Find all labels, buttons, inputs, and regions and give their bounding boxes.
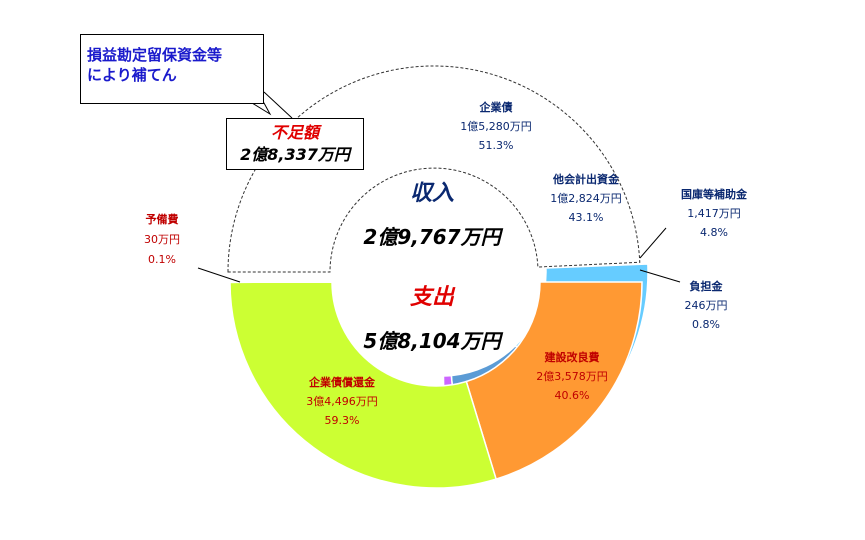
slice-amount-corporate-bond: 1億5,280万円 [460,120,532,133]
slice-percent-burden: 0.8% [692,318,720,331]
income-center-value: 2億9,767万円 [363,225,503,249]
leader-line-reserve [197,267,241,283]
income-center-label: 収入 [410,181,454,206]
slice-percent-reserve: 0.1% [148,253,176,266]
leader-line-callout [263,91,293,119]
callout-line-2: により補てん [87,66,177,84]
leader-line-burden [639,269,681,283]
slice-label-other-account: 他会計出資金 [552,172,620,186]
income-slice-shortage [227,65,641,273]
expense-slice-bond-repayment [229,281,498,489]
slice-amount-reserve: 30万円 [144,233,180,246]
slice-percent-construction: 40.6% [555,389,590,402]
callout-box: 損益勘定留保資金等 により補てん [80,34,264,104]
slice-amount-other-account: 1億2,824万円 [550,192,622,205]
slice-amount-national-subsidy: 1,417万円 [687,207,741,220]
slice-percent-bond-repayment: 59.3% [325,414,360,427]
slice-label-national-subsidy: 国庫等補助金 [681,187,748,201]
slice-percent-national-subsidy: 4.8% [700,226,728,239]
slice-percent-other-account: 43.1% [569,211,604,224]
slice-label-corporate-bond: 企業債 [479,100,513,114]
shortage-value: 2億8,337万円 [240,145,350,164]
slice-percent-corporate-bond: 51.3% [479,139,514,152]
expense-slice-construction [465,281,643,480]
slice-label-reserve: 予備費 [146,212,179,226]
slice-label-burden: 負担金 [690,279,724,293]
shortage-box: 不足額 2億8,337万円 [226,118,364,170]
slice-amount-burden: 246万円 [685,299,728,312]
slice-label-construction: 建設改良費 [545,350,600,364]
expense-center-value: 5億8,104万円 [363,329,503,353]
slice-amount-construction: 2億3,578万円 [536,370,608,383]
slice-label-bond-repayment: 企業債償還金 [308,375,376,389]
callout-line-1: 損益勘定留保資金等 [87,46,223,64]
leader-line-subsidy [639,227,667,259]
slice-amount-bond-repayment: 3億4,496万円 [306,395,378,408]
shortage-title: 不足額 [270,123,319,142]
expense-center-label: 支出 [410,285,456,310]
